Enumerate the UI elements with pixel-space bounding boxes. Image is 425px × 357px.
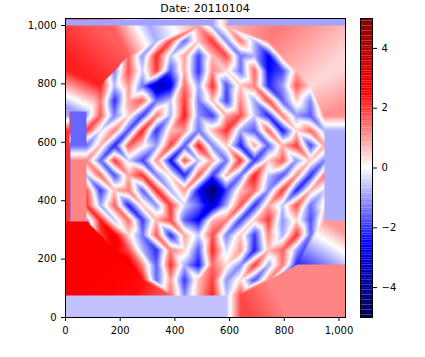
svg-text:0: 0 — [382, 162, 388, 173]
svg-text:0: 0 — [50, 312, 56, 323]
svg-text:200: 200 — [111, 325, 130, 336]
svg-text:800: 800 — [275, 325, 294, 336]
svg-text:600: 600 — [37, 137, 56, 148]
html-text:Date: 20110104: Date: 20110104 — [160, 2, 250, 15]
svg-text:0: 0 — [62, 325, 68, 336]
svg-text:800: 800 — [37, 78, 56, 89]
svg-text:2: 2 — [382, 102, 388, 113]
svg-text:400: 400 — [165, 325, 184, 336]
svg-text:600: 600 — [220, 325, 239, 336]
svg-text:−4: −4 — [382, 282, 397, 293]
svg-text:400: 400 — [37, 195, 56, 206]
svg-text:1,000: 1,000 — [28, 20, 57, 31]
svg-text:200: 200 — [37, 253, 56, 264]
svg-text:4: 4 — [382, 43, 388, 54]
svg-text:1,000: 1,000 — [325, 325, 354, 336]
svg-text:−2: −2 — [382, 222, 397, 233]
